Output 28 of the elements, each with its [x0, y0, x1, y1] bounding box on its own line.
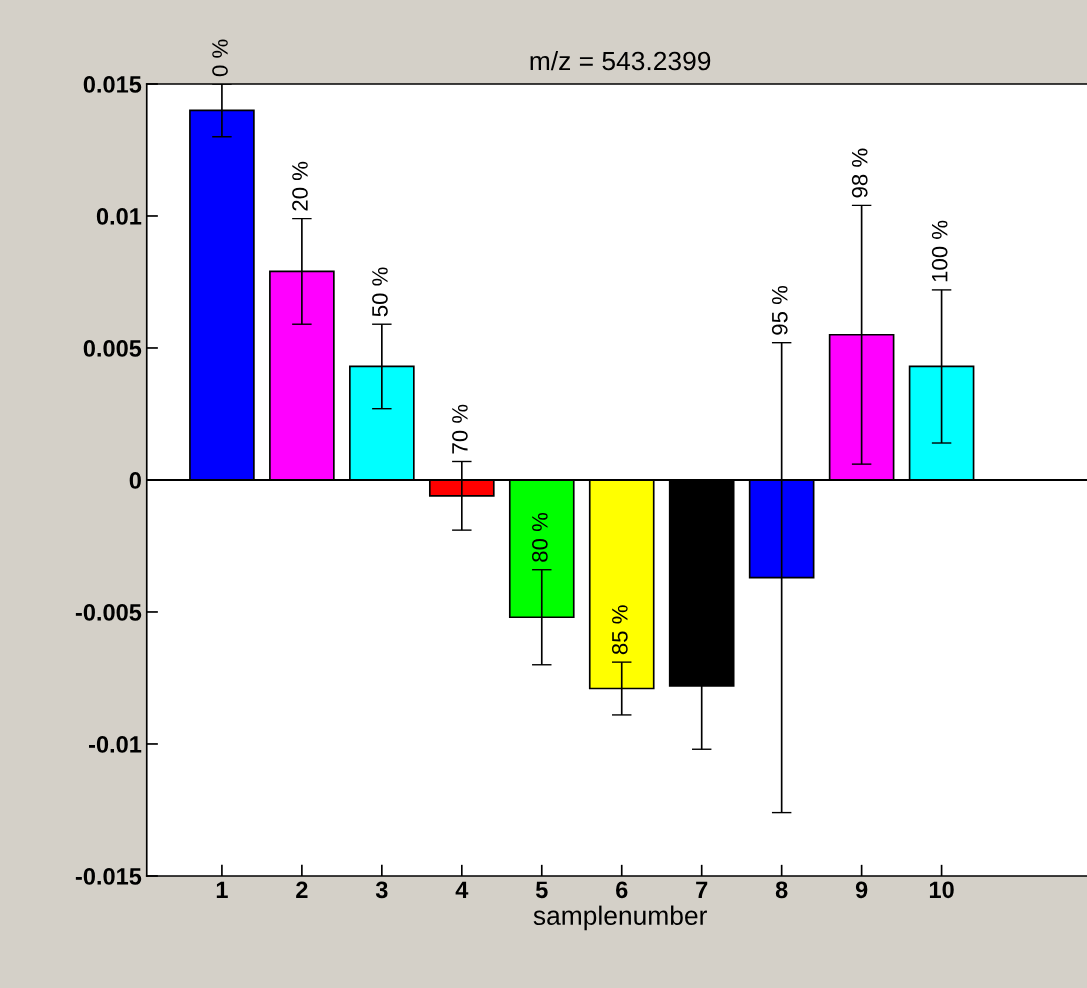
y-tick-label: 0.01: [96, 208, 142, 225]
x-tick-label: 10: [929, 881, 954, 899]
annotation: 100 %: [931, 220, 948, 282]
x-tick-label: 5: [535, 881, 548, 899]
x-axis-title: samplenumber: [533, 905, 707, 931]
y-tick-label: 0.005: [83, 340, 142, 357]
annotation: 85 %: [611, 605, 628, 655]
x-tick-label: 8: [775, 881, 788, 899]
x-tick-label: 3: [375, 881, 388, 899]
annotation: 50 %: [372, 267, 388, 317]
y-tick-label: -0.015: [75, 868, 142, 885]
y-tick-label: -0.01: [89, 736, 142, 753]
annotation: 20 %: [292, 161, 308, 211]
x-tick-label: 4: [455, 881, 469, 898]
annotation: 0 %: [212, 39, 228, 77]
y-tick-label: 0: [129, 472, 141, 489]
annotation: 95 %: [771, 285, 788, 335]
x-tick-label: 2: [296, 881, 308, 898]
annotation: 70 %: [452, 404, 468, 454]
annotation: 80 %: [532, 512, 548, 562]
x-tick-label: 6: [616, 881, 628, 899]
x-tick-label: 1: [216, 881, 228, 898]
chart-title: m/z = 543.2399: [530, 50, 711, 71]
x-tick-label: 7: [696, 881, 708, 898]
y-tick-label: -0.005: [75, 604, 142, 621]
x-tick-label: 9: [855, 881, 868, 899]
annotation: 98 %: [851, 148, 868, 198]
y-tick-label: 0.015: [83, 76, 142, 93]
